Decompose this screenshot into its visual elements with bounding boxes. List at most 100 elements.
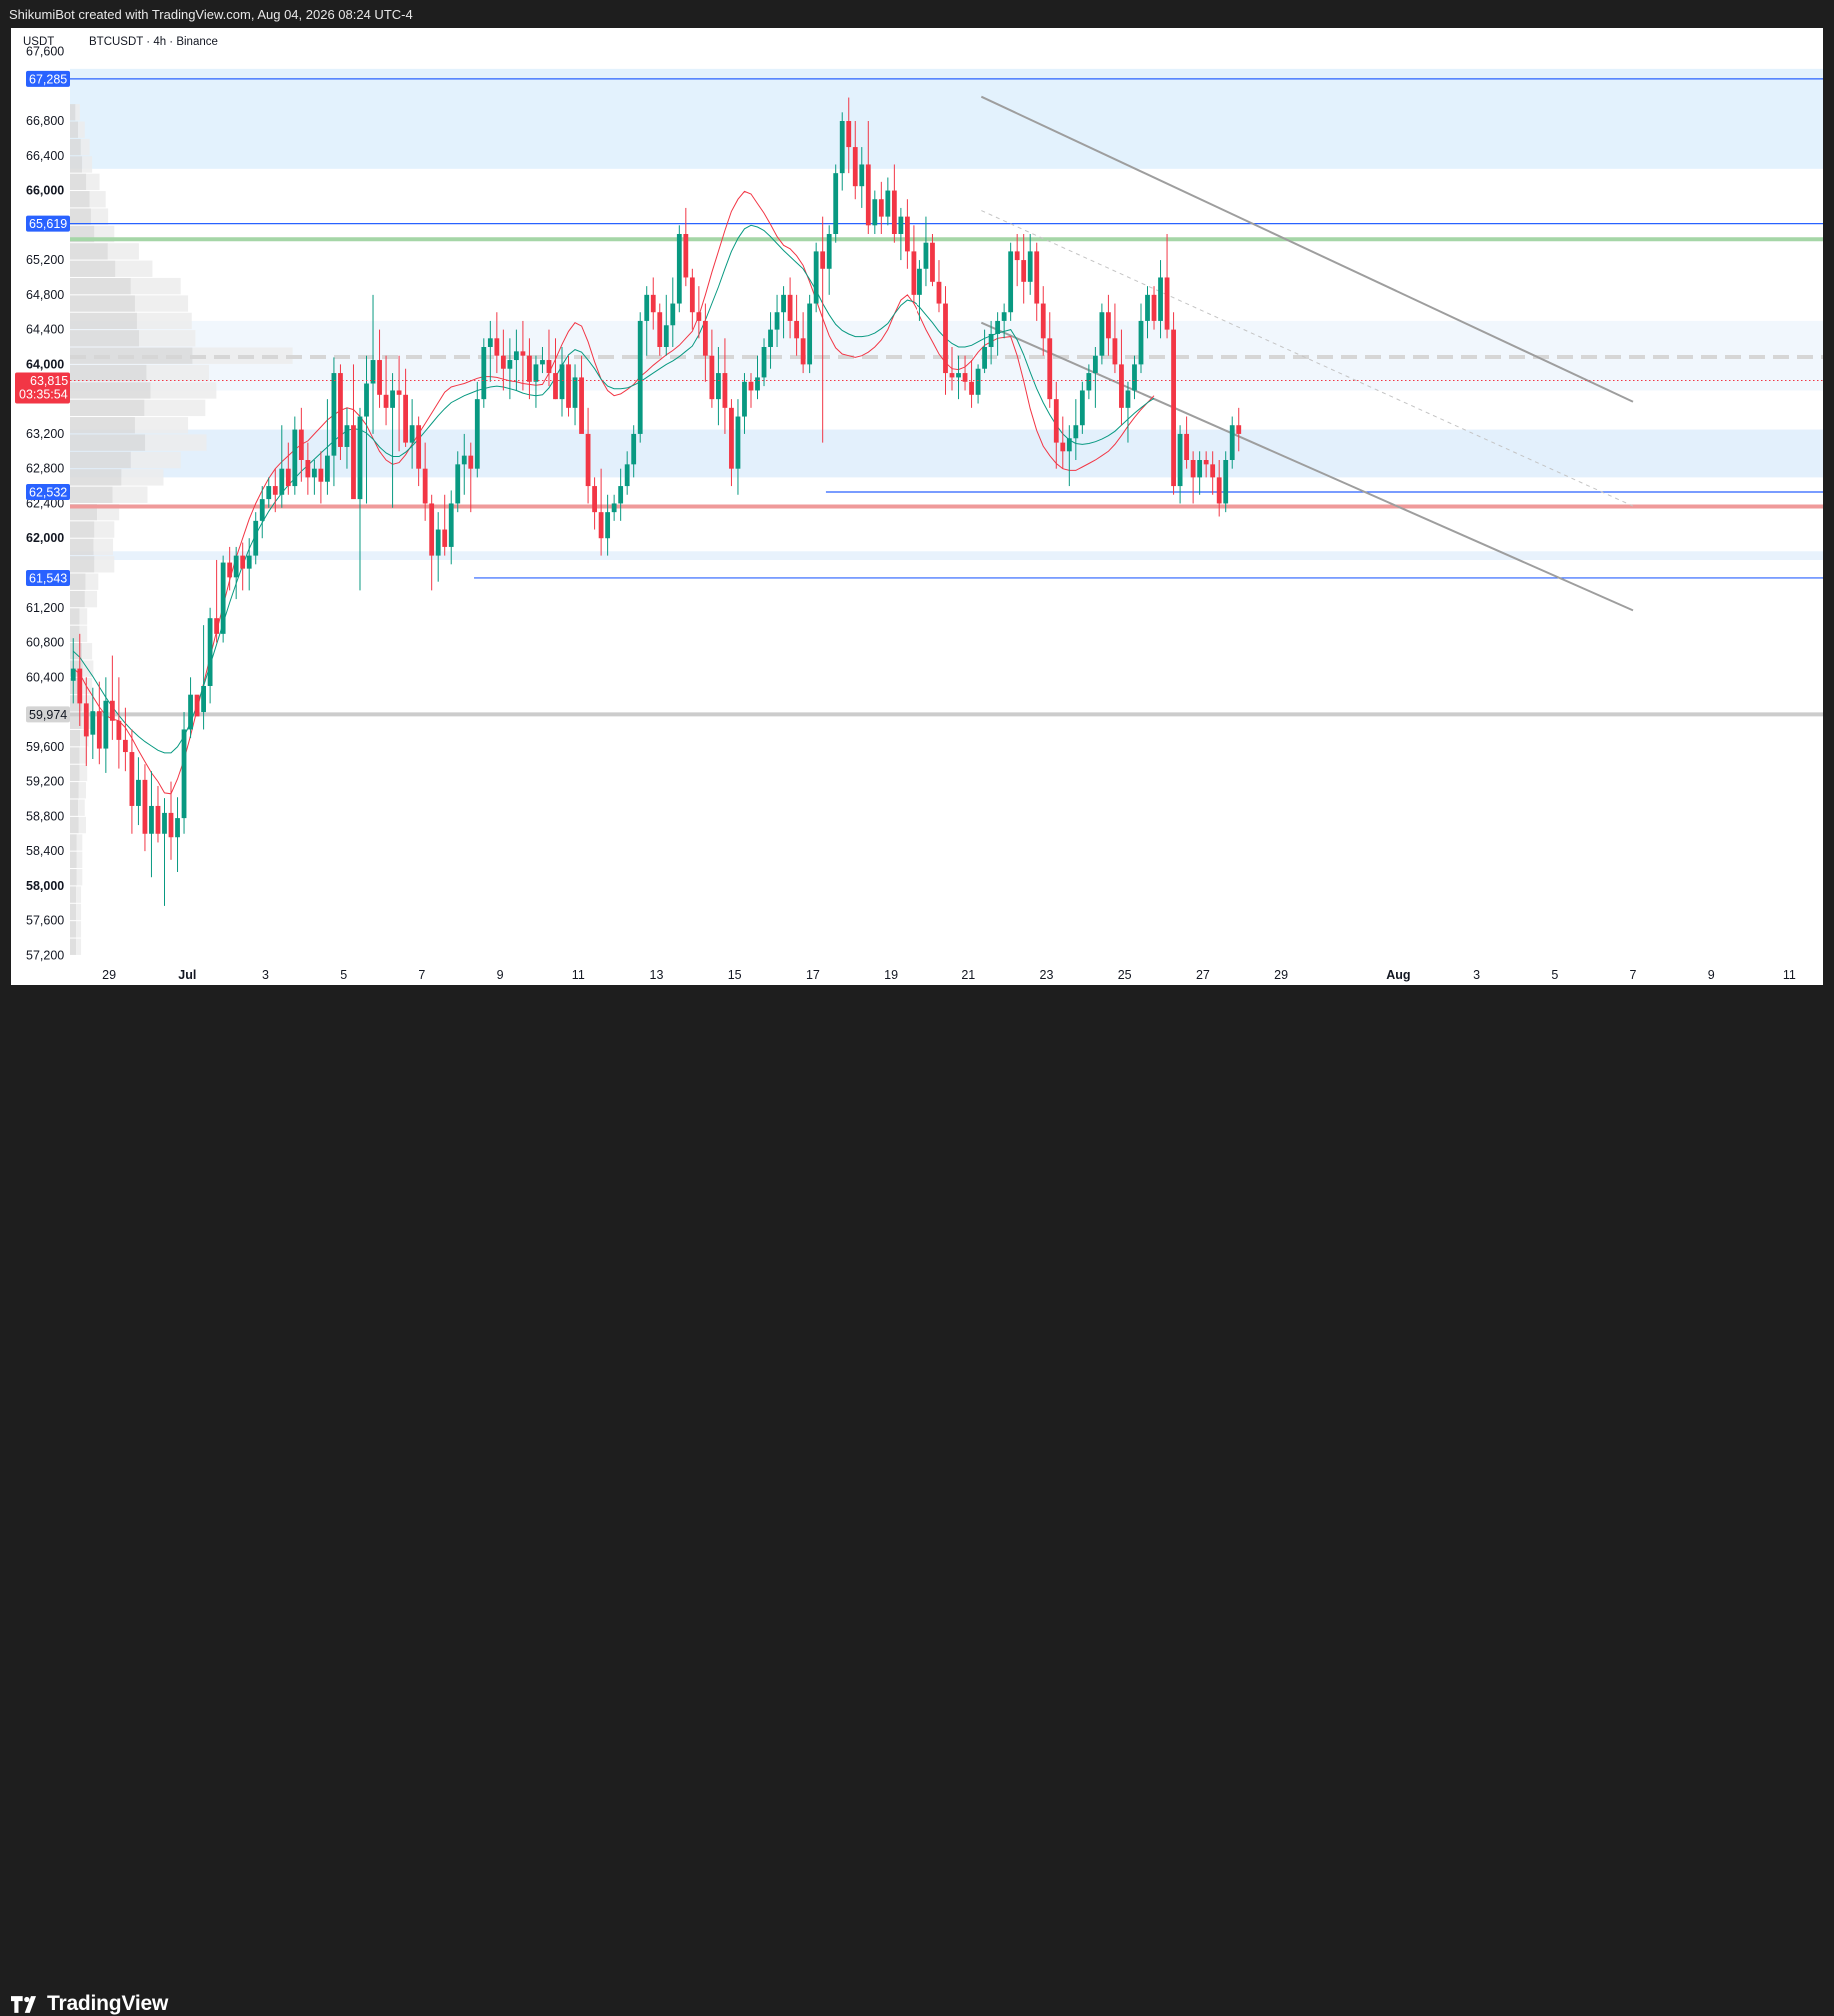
last-price-box [15,372,70,404]
volume-bar-b [85,573,99,590]
y-tick-label: 66,800 [26,114,64,128]
candle-body [1053,399,1059,443]
volume-bar-b [134,417,189,434]
candle-body [122,739,128,753]
x-tick-label: 7 [1630,968,1637,982]
x-tick-label: 17 [806,968,820,982]
candle-body [644,294,650,321]
candle-body [155,805,161,834]
volume-bar-b [82,677,93,695]
volume-bar-a [70,521,95,538]
tradingview-logo[interactable]: TradingView [11,1992,168,2016]
x-tick-label: 3 [1473,968,1480,982]
candle-body [1171,329,1176,487]
volume-bar-b [94,521,115,538]
price-label-text: 61,543 [29,571,67,585]
x-tick-label: 25 [1118,968,1132,982]
volume-bar-a [70,208,91,225]
candle-body [1151,294,1157,321]
price-axis[interactable]: 67,600 66,800 66,400 66,000 65,200 64,800 64,4… [15,44,70,962]
candle-body [891,190,897,235]
candle-body [553,373,558,400]
volume-bar-a [70,156,83,173]
candle-body [975,368,981,395]
volume-bar-b [136,312,192,330]
volume-bar-b [78,799,85,816]
candle-body [266,486,272,500]
candle-body [129,752,135,806]
volume-bar-a [70,538,94,556]
candle-body [422,468,428,504]
candle-body [1197,459,1203,478]
candle-body [520,351,526,356]
candle-body [1112,338,1118,365]
volume-bar-a [70,104,76,121]
candle-body [846,121,852,148]
candle-body [207,618,213,686]
y-tick-label: 66,000 [26,184,64,198]
chart-legend: USDT BTCUSDT · 4h · Binance [23,36,218,48]
price-label-box [26,569,70,586]
candle-body [813,251,819,304]
candle-body [494,338,500,356]
candle-body [1164,277,1170,330]
volume-bar-a [70,921,77,938]
x-tick-label: 9 [497,968,504,982]
volume-bar-b [107,243,139,260]
candle-body [246,555,252,569]
volume-bar-b [79,608,88,625]
candle-body [468,455,474,469]
candle-body [435,529,441,556]
candle-body [162,812,167,834]
x-tick-label: 11 [1783,968,1796,982]
candle-body [729,407,734,469]
candle-body [77,668,83,704]
y-tick-label: 58,800 [26,809,64,823]
descending-channel[interactable] [980,95,1634,612]
volume-bar-b [130,277,181,295]
candle-body [820,251,826,269]
candle-body [1060,442,1066,452]
candle-body [527,355,532,382]
volume-bar-b [82,643,93,660]
candle-body [748,381,754,391]
candle-body [585,433,591,487]
candle-body [331,373,337,456]
volume-bar-a [70,260,116,277]
candle-body [1086,373,1092,391]
candle-body [233,555,239,578]
candle-body [742,381,747,417]
volume-bar-b [80,729,89,747]
candle-body [592,486,597,513]
volume-bar-b [82,156,93,173]
candle-body [787,294,793,321]
candle-body [175,818,180,838]
candle-body [936,281,942,304]
candle-body [96,711,102,749]
candle-body [566,364,571,408]
price-label-text: 67,285 [29,72,67,86]
candle-body [220,562,226,634]
candle-body [962,373,968,382]
volume-bar-b [86,173,100,191]
y-tick-label: 57,200 [26,948,64,962]
volume-bar-a [70,834,77,851]
chart-panel[interactable]: 67,600 66,800 66,400 66,000 65,200 64,800 64,4… [11,28,1823,985]
candle-body [1210,464,1216,478]
tradingview-logo-icon [11,1995,36,2013]
candle-body [923,242,929,269]
volume-profile [70,104,293,955]
time-axis[interactable]: 29 Jul 3 5 7 9 11 13 15 17 19 21 23 25 27 29 Aug 3 5 7 9 11 [102,968,1796,982]
x-tick-label: 23 [1040,968,1054,982]
x-tick-label: 11 [572,968,585,982]
y-tick-label: 64,800 [26,288,64,302]
price-chart[interactable]: 67,600 66,800 66,400 66,000 65,200 64,800 64,4… [11,28,1823,985]
moving-averages [72,190,1155,795]
candle-body [689,277,695,313]
candle-body [1145,294,1150,321]
y-tick-label: 59,600 [26,740,64,754]
x-tick-label: Jul [178,968,196,982]
candle-body [403,394,409,443]
candles [70,97,1242,906]
candle-body [898,216,904,235]
